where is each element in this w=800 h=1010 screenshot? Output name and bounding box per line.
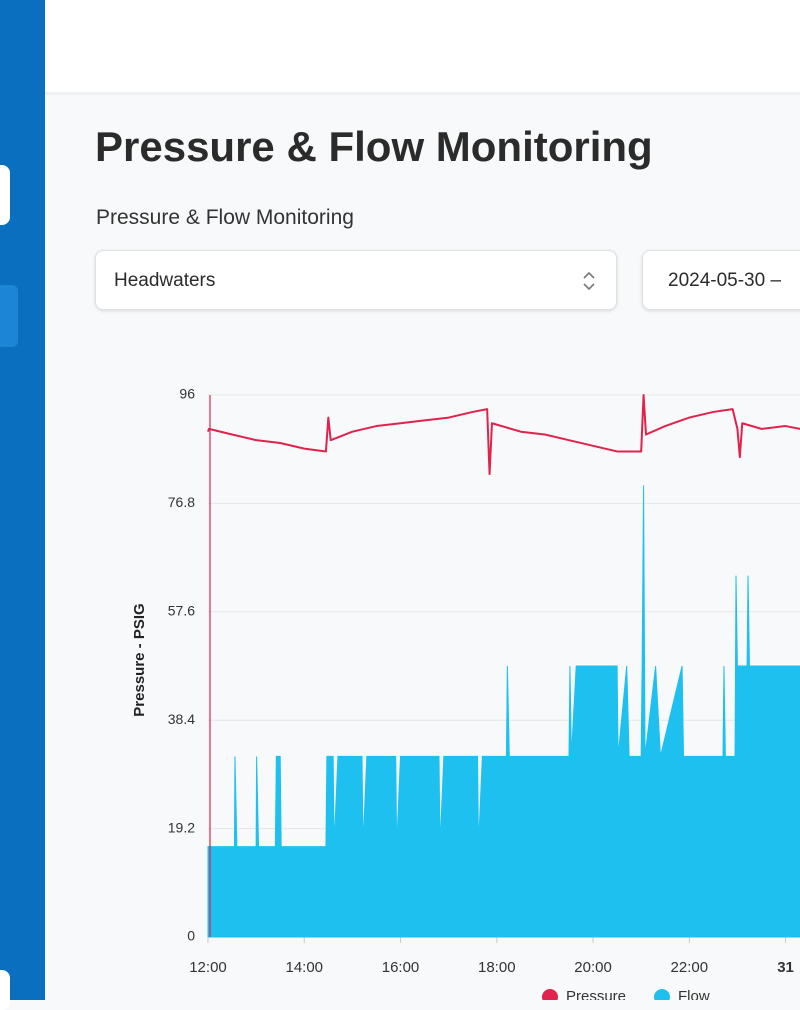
y-tick-label: 0 xyxy=(187,928,195,944)
date-range-value: 2024-05-30 – xyxy=(668,270,782,291)
select-caret xyxy=(583,271,595,291)
subtitle: Pressure & Flow Monitoring xyxy=(96,206,354,229)
y-tick-label: 96 xyxy=(179,386,195,402)
x-tick-label: 31 xyxy=(777,959,794,976)
sidebar-item-active[interactable] xyxy=(0,285,18,347)
legend-label: Flow xyxy=(678,988,710,1000)
x-tick-label: 16:00 xyxy=(382,959,420,976)
legend-label: Pressure xyxy=(566,988,626,1000)
y-tick-label: 19.2 xyxy=(168,819,195,835)
line xyxy=(207,394,800,476)
page-title: Pressure & Flow Monitoring xyxy=(95,123,653,170)
chart: Pressure - PSIG 0 19.2 38.4 57.6 76.8 96 12:00… xyxy=(131,386,800,1000)
legend-marker xyxy=(654,989,670,1000)
site-select-value: Headwaters xyxy=(114,270,216,291)
y-axis-title: Pressure - PSIG xyxy=(131,603,148,716)
y-tick-label: 76.8 xyxy=(168,494,195,510)
sidebar-item[interactable] xyxy=(0,165,10,225)
y-tick-label: 38.4 xyxy=(168,711,195,727)
legend-marker xyxy=(542,989,558,1000)
y-tick-label: 57.6 xyxy=(168,603,195,619)
sidebar-item[interactable] xyxy=(0,970,10,1010)
sidebar xyxy=(0,0,45,1010)
top-bar xyxy=(45,0,800,95)
x-tick-label: 14:00 xyxy=(285,959,323,976)
x-tick-label: 22:00 xyxy=(671,959,709,976)
x-tick-label: 18:00 xyxy=(478,959,516,976)
site-select[interactable]: Headwaters xyxy=(95,250,617,310)
date-range-input[interactable]: 2024-05-30 – xyxy=(642,250,800,310)
x-tick-label: 12:00 xyxy=(189,959,227,976)
x-tick-label: 20:00 xyxy=(574,959,612,976)
area xyxy=(207,485,800,938)
